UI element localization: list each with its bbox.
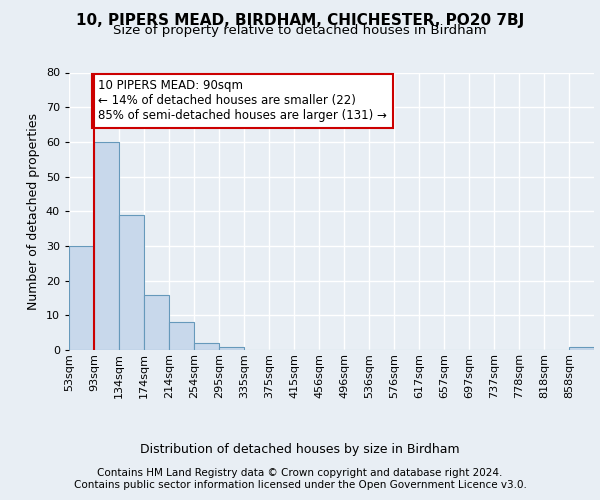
Text: 10 PIPERS MEAD: 90sqm
← 14% of detached houses are smaller (22)
85% of semi-deta: 10 PIPERS MEAD: 90sqm ← 14% of detached … [98, 80, 386, 122]
Bar [169, 322, 194, 350]
Text: Size of property relative to detached houses in Birdham: Size of property relative to detached ho… [113, 24, 487, 37]
Bar [119, 214, 144, 350]
Text: Distribution of detached houses by size in Birdham: Distribution of detached houses by size … [140, 442, 460, 456]
Text: 10, PIPERS MEAD, BIRDHAM, CHICHESTER, PO20 7BJ: 10, PIPERS MEAD, BIRDHAM, CHICHESTER, PO… [76, 12, 524, 28]
Text: Contains public sector information licensed under the Open Government Licence v3: Contains public sector information licen… [74, 480, 526, 490]
Text: Contains HM Land Registry data © Crown copyright and database right 2024.: Contains HM Land Registry data © Crown c… [97, 468, 503, 477]
Y-axis label: Number of detached properties: Number of detached properties [27, 113, 40, 310]
Bar [69, 246, 94, 350]
Bar [144, 294, 169, 350]
Bar [569, 346, 594, 350]
Bar [219, 346, 244, 350]
Bar [94, 142, 119, 350]
Bar [194, 343, 219, 350]
